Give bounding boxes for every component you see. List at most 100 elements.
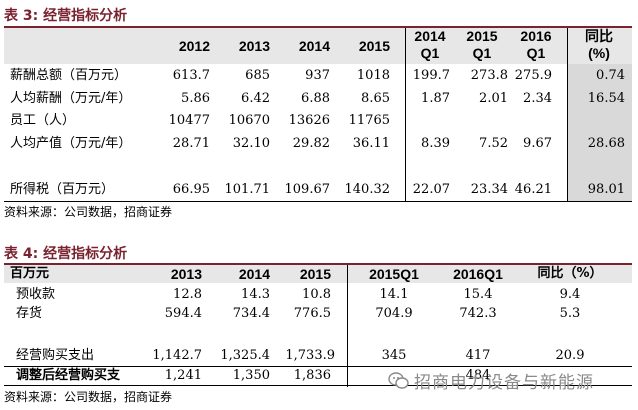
t3-cell: 11765 [348, 113, 390, 128]
t4-cell: 15.4 [463, 287, 493, 302]
t3-row-label: 人均产值（万元/年） [10, 136, 132, 151]
table4-bottom-rule [4, 385, 632, 386]
t4-cell: 9.4 [559, 287, 581, 302]
t4-col-unit: 百万元 [10, 266, 50, 281]
t4-cell: 1,350 [232, 368, 270, 383]
t3-col-2014q1: 2014 Q1 [414, 28, 446, 61]
t4-cell: 704.9 [375, 306, 413, 321]
t3-cell: 22.07 [412, 182, 450, 197]
t3-cell: 9.67 [523, 136, 552, 151]
table4-title: 表 4: 经营指标分析 [4, 246, 128, 262]
wechat-icon [388, 371, 410, 395]
t4-row-label: 调整后经营购买支 [16, 368, 121, 383]
t3-cell: 937 [305, 68, 330, 83]
table3-yoy-highlight [567, 64, 632, 202]
t3-cell: 2.34 [523, 91, 552, 106]
t3-cell: 199.7 [412, 68, 450, 83]
t3-row-label: 人均薪酬（万元/年） [10, 91, 132, 106]
t3-cell: 10477 [168, 113, 210, 128]
t3-cell: 0.74 [596, 68, 625, 83]
t3-cell: 5.86 [181, 91, 210, 106]
t4-col-2014: 2014 [238, 266, 270, 282]
watermark-text: 招商电力设备与新能源 [414, 373, 594, 393]
t4-cell: 14.1 [379, 287, 409, 302]
table4-top-rule [4, 263, 632, 265]
t3-col-2014: 2014 [298, 38, 330, 54]
t4-cell: 345 [381, 348, 407, 363]
t4-cell: 1,733.9 [285, 348, 335, 363]
t3-cell: 10670 [228, 113, 270, 128]
t3-cell: 29.82 [292, 136, 330, 151]
t3-cell: 66.95 [172, 182, 210, 197]
t4-cell: 12.8 [173, 287, 202, 302]
t3-cell: 273.8 [470, 68, 508, 83]
t4-row-label: 预收款 [16, 287, 56, 302]
t4-cell: 20.9 [555, 348, 585, 363]
t3-col-2015q1: 2015 Q1 [466, 28, 498, 61]
table3-divider-left [405, 28, 406, 202]
watermark: 招商电力设备与新能源 [388, 368, 594, 395]
t3-cell: 685 [245, 68, 270, 83]
t3-cell: 6.42 [241, 91, 270, 106]
table3-source: 资料来源：公司数据，招商证券 [4, 205, 173, 219]
t3-cell: 36.11 [352, 136, 390, 151]
table3-title: 表 3: 经营指标分析 [4, 8, 128, 24]
t4-row-label: 存货 [16, 306, 43, 321]
t4-row-label: 经营购买支出 [16, 348, 95, 363]
table3-top-rule [4, 26, 632, 28]
table3-bottom-rule [4, 201, 632, 202]
t3-cell: 46.21 [514, 182, 552, 197]
t3-cell: 32.10 [232, 136, 270, 151]
t3-cell: 98.01 [587, 182, 625, 197]
t3-cell: 140.32 [344, 182, 391, 197]
t4-cell: 594.4 [164, 306, 202, 321]
t4-cell: 10.8 [302, 287, 331, 302]
t3-cell: 109.67 [284, 182, 331, 197]
table3-divider-right [567, 28, 568, 202]
t3-cell: 1.87 [421, 91, 450, 106]
t4-col-2015: 2015 [299, 266, 331, 282]
t3-cell: 275.9 [514, 68, 552, 83]
t4-cell: 1,325.4 [220, 348, 270, 363]
t4-cell: 1,142.7 [152, 348, 202, 363]
table4-source: 资料来源：公司数据，招商证券 [4, 390, 173, 404]
t3-cell: 16.54 [587, 91, 625, 106]
t3-cell: 1018 [356, 68, 390, 83]
t3-cell: 613.7 [172, 68, 210, 83]
table3-header-bar [4, 28, 632, 64]
t3-row-label: 所得税（百万元） [10, 182, 115, 197]
table4-divider [347, 265, 348, 387]
table4-row-rule [4, 366, 632, 367]
t3-cell: 101.71 [224, 182, 271, 197]
t3-cell: 2.01 [479, 91, 508, 106]
t3-cell: 13626 [288, 113, 330, 128]
t3-cell: 7.52 [479, 136, 508, 151]
t4-cell: 776.5 [293, 306, 331, 321]
t4-cell: 1,241 [164, 368, 202, 383]
t3-cell: 8.65 [361, 91, 390, 106]
t4-cell: 417 [465, 348, 491, 363]
t4-cell: 742.3 [459, 306, 497, 321]
t4-col-2013: 2013 [170, 266, 202, 282]
t3-row-label: 员工（人） [10, 113, 76, 128]
t3-col-2015: 2015 [358, 38, 390, 54]
t3-cell: 28.71 [172, 136, 210, 151]
t4-col-yoy: 同比（%） [537, 266, 603, 281]
t3-cell: 23.34 [470, 182, 508, 197]
t3-cell: 8.39 [421, 136, 450, 151]
table4-header-bar [4, 265, 632, 283]
t4-cell: 1,836 [293, 368, 331, 383]
t4-cell: 5.3 [559, 306, 581, 321]
t3-col-yoy: 同比 (%) [585, 28, 613, 61]
t3-cell: 28.68 [587, 136, 625, 151]
t3-row-label: 薪酬总额（百万元） [10, 68, 128, 83]
t3-col-2013: 2013 [238, 38, 270, 54]
t3-cell: 6.88 [301, 91, 330, 106]
t4-cell: 14.3 [241, 287, 270, 302]
t4-col-2016q1: 2016Q1 [453, 266, 503, 282]
t3-col-2012: 2012 [178, 38, 210, 54]
t4-cell: 484 [465, 368, 491, 383]
t4-cell: 734.4 [232, 306, 270, 321]
t4-col-2015q1: 2015Q1 [369, 266, 419, 282]
t3-col-2016q1: 2016 Q1 [520, 28, 552, 61]
